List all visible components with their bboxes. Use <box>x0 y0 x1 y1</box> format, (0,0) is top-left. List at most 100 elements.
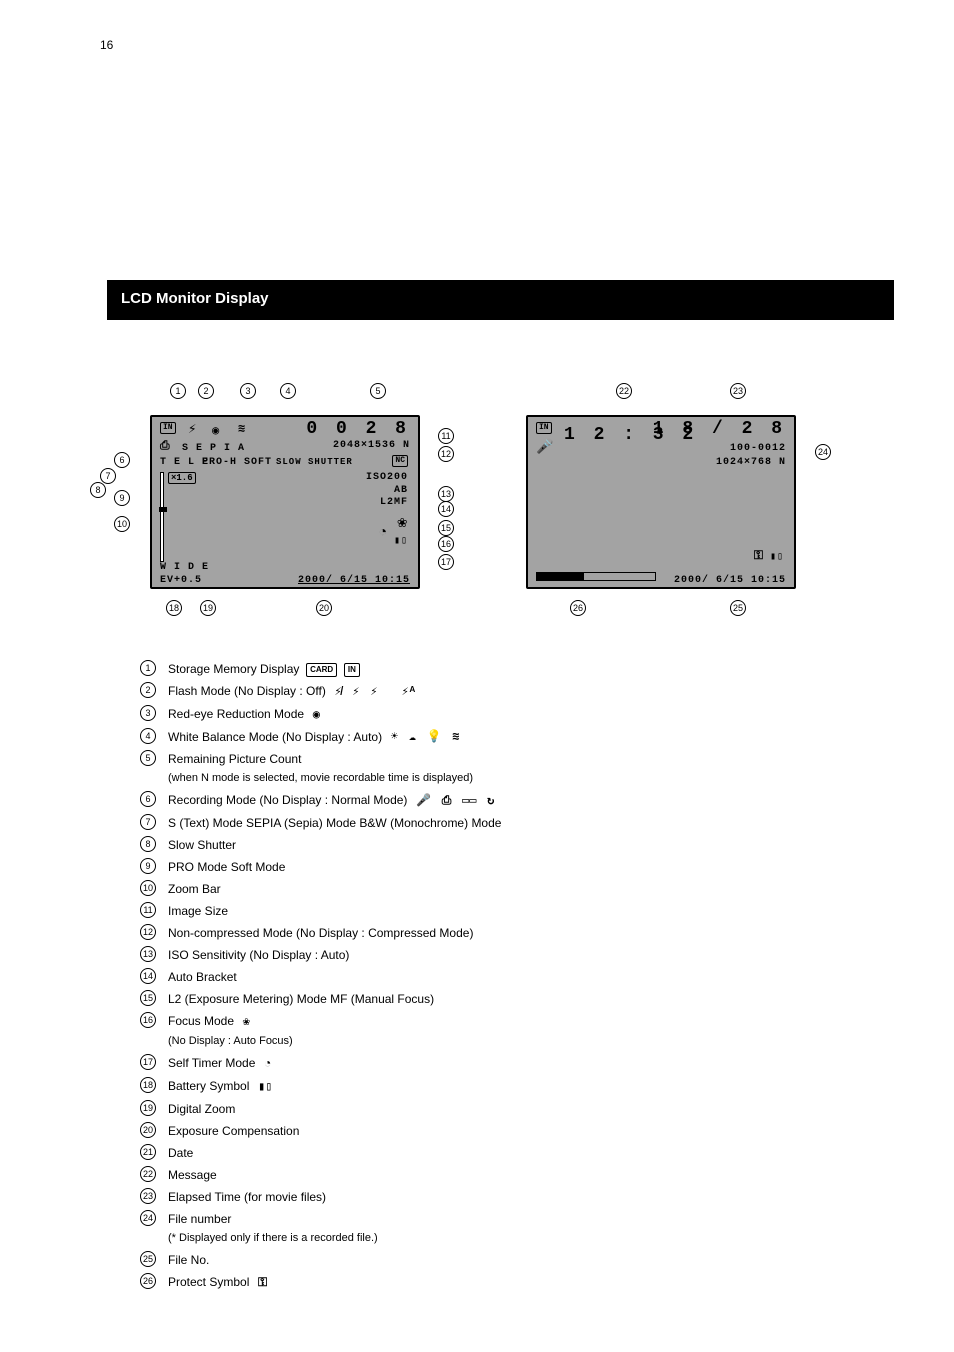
progress-bar <box>536 572 656 581</box>
legend-num: 26 <box>140 1273 156 1289</box>
bulb-icon: 💡 <box>427 728 442 746</box>
memory-in-icon-2: IN <box>536 422 552 434</box>
legend-num: 6 <box>140 791 156 807</box>
zoom-label: ×1.6 <box>168 472 196 484</box>
legend-text: Red-eye Reduction Mode ◉ <box>168 705 884 724</box>
legend-num: 15 <box>140 990 156 1006</box>
text-icon: ⎙ <box>442 792 452 810</box>
redeye-icon: ◉ <box>212 423 220 438</box>
key-icon: ⚿ <box>754 549 764 563</box>
screens-diagram: 1 2 3 4 5 6 7 8 9 10 11 12 13 14 15 16 1… <box>90 380 894 624</box>
card-icon: CARD <box>306 663 337 677</box>
legend-num: 24 <box>140 1210 156 1226</box>
legend-text: L2 (Exposure Metering) Mode MF (Manual F… <box>168 990 884 1008</box>
cloud-icon: ☁ <box>409 728 416 746</box>
legend-num: 21 <box>140 1144 156 1160</box>
legend-text: Non-compressed Mode (No Display : Compre… <box>168 924 884 942</box>
slow-shutter-label: SLOW SHUTTER <box>276 457 353 467</box>
macro-icon: ❀ <box>397 512 408 532</box>
legend-num: 9 <box>140 858 156 874</box>
legend-num: 1 <box>140 660 156 676</box>
zoom-bar-indicator <box>159 507 167 512</box>
callout-24: 24 <box>815 444 831 460</box>
iso-label: ISO200 <box>366 472 408 483</box>
legend-text: Elapsed Time (for movie files) <box>168 1188 884 1206</box>
legend-num: 10 <box>140 880 156 896</box>
legend-text: S (Text) Mode SEPIA (Sepia) Mode B&W (Mo… <box>168 814 884 832</box>
callout-25: 25 <box>730 600 746 616</box>
callout-1: 1 <box>170 383 186 399</box>
flash-off-icon: ⚡̸ <box>335 683 342 701</box>
selftimer-icon: ◔ <box>264 1055 271 1073</box>
legend-list: 1 Storage Memory Display CARD IN 2 Flash… <box>140 660 884 1296</box>
legend-row-5: 5 Remaining Picture Count(when N mode is… <box>140 750 884 787</box>
legend-row-25: 25File No. <box>140 1251 884 1269</box>
legend-text: Exposure Compensation <box>168 1122 884 1140</box>
legend-text: Storage Memory Display CARD IN <box>168 660 884 678</box>
legend-text: PRO Mode Soft Mode <box>168 858 884 876</box>
proh-soft-label: PRO-H SOFT <box>202 457 272 468</box>
legend-text: File number(* Displayed only if there is… <box>168 1210 884 1247</box>
ev-label: EV+0.5 <box>160 575 202 586</box>
macro-icon: ❀ <box>243 1013 250 1031</box>
legend-text: Remaining Picture Count(when N mode is s… <box>168 750 884 787</box>
flash-auto-icon: ⚡ᴬ <box>402 683 416 701</box>
legend-row-15: 15 L2 (Exposure Metering) Mode MF (Manual… <box>140 990 884 1008</box>
legend-text: Flash Mode (No Display : Off) ⚡̸ ⚡ ⚡ ⚡ᴬ <box>168 682 884 701</box>
legend-text: Self Timer Mode ◔ <box>168 1054 884 1073</box>
date-label-2: 2000/ 6/15 10:15 <box>674 575 786 586</box>
legend-num: 19 <box>140 1100 156 1116</box>
battery-icon: ▮▯ <box>394 535 408 547</box>
legend-text: Digital Zoom <box>168 1100 884 1118</box>
legend-num: 11 <box>140 902 156 918</box>
legend-num: 5 <box>140 750 156 766</box>
sepia-label: S E P I A <box>182 443 245 454</box>
battery-icon-2: ▮▯ <box>770 551 784 563</box>
legend-row-24: 24 File number(* Displayed only if there… <box>140 1210 884 1247</box>
callout-19: 19 <box>200 600 216 616</box>
callout-2: 2 <box>198 383 214 399</box>
flash-on-icon: ⚡ <box>352 683 359 701</box>
page-number: 16 <box>100 38 113 52</box>
legend-text: Focus Mode ❀(No Display : Auto Focus) <box>168 1012 884 1050</box>
legend-num: 2 <box>140 682 156 698</box>
progress-fill <box>537 573 584 580</box>
legend-row-13: 13 ISO Sensitivity (No Display : Auto) <box>140 946 884 964</box>
legend-text: Protect Symbol ⚿ <box>168 1273 884 1292</box>
legend-num: 22 <box>140 1166 156 1182</box>
legend-text: ISO Sensitivity (No Display : Auto) <box>168 946 884 964</box>
ab-label: AB <box>394 485 408 496</box>
key-icon: ⚿ <box>258 1274 267 1292</box>
legend-row-26: 26 Protect Symbol ⚿ <box>140 1273 884 1292</box>
file-count: 1 8 / 2 8 <box>653 419 786 439</box>
legend-num: 13 <box>140 946 156 962</box>
callout-15: 15 <box>438 520 454 536</box>
callout-13: 13 <box>438 486 454 502</box>
battery-icon: ▮▯ <box>258 1078 272 1096</box>
resolution-label-2: 1024×768 N <box>716 457 786 468</box>
page: 16 LCD Monitor Display 1 2 3 4 5 6 7 8 9… <box>0 0 954 1352</box>
l2mf-label: L2MF <box>380 497 408 508</box>
callout-12: 12 <box>438 446 454 462</box>
legend-row-6: 6 Recording Mode (No Display : Normal Mo… <box>140 791 884 810</box>
legend-text: White Balance Mode (No Display : Auto) ☀… <box>168 728 884 747</box>
date-label: 2000/ 6/15 10:15 <box>298 575 410 586</box>
continuous-icon: ▭▭ <box>462 792 476 810</box>
legend-text: Recording Mode (No Display : Normal Mode… <box>168 791 884 810</box>
callout-16: 16 <box>438 536 454 552</box>
callout-3: 3 <box>240 383 256 399</box>
legend-row-12: 12 Non-compressed Mode (No Display : Comp… <box>140 924 884 942</box>
file-number: 100-0012 <box>730 443 786 454</box>
legend-num: 12 <box>140 924 156 940</box>
flash-slow-icon: ⚡ <box>370 683 377 701</box>
legend-text: Auto Bracket <box>168 968 884 986</box>
rotate-icon: ↻ <box>487 792 494 810</box>
playback-screen: IN 1 2 : 3 2 1 8 / 2 8 🎤 100-0012 1024×7… <box>526 415 796 589</box>
nc-icon: NC <box>392 455 408 467</box>
legend-num: 7 <box>140 814 156 830</box>
flash-icon: ⚡ <box>188 421 197 438</box>
legend-text: Battery Symbol ▮▯ <box>168 1077 884 1096</box>
legend-num: 16 <box>140 1012 156 1028</box>
selftimer-icon: ◔ <box>379 525 388 541</box>
memory-in-icon: IN <box>160 422 176 434</box>
